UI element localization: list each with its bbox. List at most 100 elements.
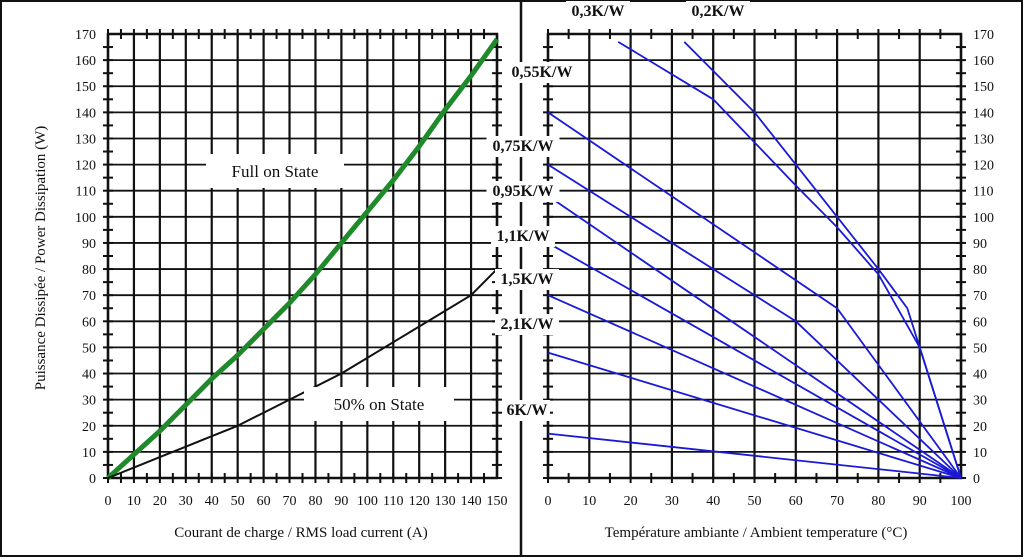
- kw-label-bg: [495, 269, 559, 290]
- left-x-tick-label: 0: [105, 494, 112, 509]
- thermal-resistance-label: 1,1K/W: [497, 228, 550, 245]
- thermal-resistance-label: 0,55K/W: [512, 64, 573, 81]
- left-y-tick-labels: 0 10 20 30 40 50 60 70 80 90 100 110 120 130 140 150 160…: [75, 28, 96, 487]
- right-x-tick-label: 60: [789, 494, 803, 509]
- right-x-tick-label: 50: [748, 494, 762, 509]
- thermal-resistance-label: 0,2K/W: [692, 3, 745, 20]
- full-on-label-bg: [206, 154, 344, 188]
- kw-label-bg: [505, 62, 579, 83]
- left-y-tick-label: 50: [82, 341, 96, 356]
- series-half-on-state: [107, 268, 498, 479]
- left-x-tick-label: 150: [487, 494, 508, 509]
- series-line: [683, 41, 962, 479]
- thermal-resistance-label: 6K/W: [507, 402, 548, 419]
- left-y-tick-label: 30: [82, 394, 96, 409]
- left-x-tick-label: 80: [308, 494, 322, 509]
- plot-border: [546, 32, 963, 480]
- right-y-tick-label: 60: [973, 315, 987, 330]
- left-x-tick-label: 30: [179, 494, 193, 509]
- right-y-tick-label: 10: [973, 446, 987, 461]
- series-line: [547, 195, 962, 479]
- right-y-tick-labels: 0 10 20 30 40 50 60 70 80 90 100 110 120 130 140 150 160…: [973, 28, 994, 487]
- left-grid: [103, 29, 502, 483]
- right-x-tick-label: 40: [706, 494, 720, 509]
- left-x-axis-label: Courant de charge / RMS load current (A): [174, 525, 427, 541]
- right-y-tick-label: 50: [973, 341, 987, 356]
- thermal-resistance-label: 0,75K/W: [493, 138, 554, 155]
- right-series-group: [547, 41, 962, 479]
- series-line: [547, 432, 962, 479]
- kw-label-bg: [486, 136, 560, 157]
- series-line: [547, 111, 962, 479]
- right-x-axis-label: Température ambiante / Ambient temperatu…: [605, 525, 908, 541]
- right-x-tick-label: 70: [830, 494, 844, 509]
- series-line: [547, 242, 962, 479]
- left-x-tick-label: 110: [383, 494, 403, 509]
- left-y-tick-label: 90: [82, 237, 96, 252]
- left-y-tick-label: 60: [82, 315, 96, 330]
- thermal-resistance-label: 2,1K/W: [501, 316, 554, 333]
- left-y-tick-label: 10: [82, 446, 96, 461]
- kw-label-bg: [504, 400, 550, 421]
- kw-label-bg: [566, 1, 630, 22]
- right-y-tick-label: 170: [973, 28, 994, 43]
- left-y-tick-label: 20: [82, 420, 96, 435]
- left-x-tick-label: 10: [127, 494, 141, 509]
- right-x-tick-label: 20: [624, 494, 638, 509]
- left-x-tick-label: 70: [283, 494, 297, 509]
- kw-label-bg: [491, 226, 555, 247]
- left-y-tick-label: 70: [82, 289, 96, 304]
- left-x-tick-label: 60: [257, 494, 271, 509]
- left-y-tick-label: 130: [75, 132, 96, 147]
- left-y-tick-label: 140: [75, 106, 96, 121]
- right-y-tick-label: 150: [973, 80, 994, 95]
- right-y-tick-label: 100: [973, 211, 994, 226]
- left-x-tick-labels: 0 10 20 30 40 50 60 70 80 90 100 110 120 130 140 150: [105, 494, 508, 509]
- thermal-resistance-label: 0,3K/W: [572, 3, 625, 20]
- left-y-axis-label: Puissance Dissipée / Power Dissipation (…: [33, 126, 49, 391]
- left-y-tick-label: 100: [75, 211, 96, 226]
- right-x-tick-labels: 0 10 20 30 40 50 60 70 80 90 100: [545, 494, 972, 509]
- right-x-tick-label: 0: [545, 494, 552, 509]
- left-x-tick-label: 20: [153, 494, 167, 509]
- kw-label-bg: [686, 1, 750, 22]
- left-x-tick-label: 130: [435, 494, 456, 509]
- thermal-resistance-label: 1,5K/W: [501, 271, 554, 288]
- left-x-tick-label: 40: [205, 494, 219, 509]
- right-y-tick-label: 80: [973, 263, 987, 278]
- left-x-tick-label: 100: [357, 494, 378, 509]
- left-y-tick-label: 110: [76, 185, 96, 200]
- right-x-tick-label: 90: [913, 494, 927, 509]
- right-y-tick-label: 40: [973, 368, 987, 383]
- half-on-state-label: 50% on State: [334, 395, 425, 414]
- right-y-tick-label: 120: [973, 159, 994, 174]
- right-x-tick-label: 80: [871, 494, 885, 509]
- left-y-tick-label: 170: [75, 28, 96, 43]
- series-full-on-state: [106, 37, 500, 480]
- kw-label-bg: [495, 314, 559, 335]
- right-x-tick-label: 10: [582, 494, 596, 509]
- half-on-label-bg: [304, 387, 454, 421]
- full-on-state-label: Full on State: [232, 162, 319, 181]
- left-y-tick-label: 40: [82, 368, 96, 383]
- series-line: [547, 294, 962, 479]
- series-line: [547, 163, 962, 479]
- right-y-tick-label: 140: [973, 106, 994, 121]
- series-line: [547, 351, 962, 479]
- left-x-tick-label: 90: [334, 494, 348, 509]
- kw-label-bg: [486, 181, 560, 202]
- left-y-tick-label: 160: [75, 54, 96, 69]
- plot-border: [106, 32, 499, 480]
- right-y-tick-label: 70: [973, 289, 987, 304]
- series-line: [617, 41, 962, 479]
- left-x-tick-label: 140: [461, 494, 482, 509]
- right-x-tick-label: 100: [951, 494, 972, 509]
- right-y-tick-label: 160: [973, 54, 994, 69]
- right-y-tick-label: 130: [973, 132, 994, 147]
- thermal-resistance-labels: 0,2K/W 0,3K/W 0,55K/W 0,75K/W 0,95K/W 1,1K/W 1…: [486, 1, 750, 421]
- left-y-tick-label: 0: [89, 472, 96, 487]
- right-y-tick-label: 20: [973, 420, 987, 435]
- left-x-tick-label: 120: [409, 494, 430, 509]
